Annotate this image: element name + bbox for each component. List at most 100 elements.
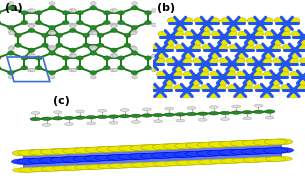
Ellipse shape xyxy=(113,146,136,152)
Circle shape xyxy=(7,70,14,75)
Ellipse shape xyxy=(11,159,36,164)
Ellipse shape xyxy=(102,164,124,169)
Circle shape xyxy=(120,109,129,112)
Circle shape xyxy=(131,70,138,75)
Circle shape xyxy=(157,71,166,77)
Circle shape xyxy=(198,118,207,121)
Circle shape xyxy=(69,48,76,52)
Circle shape xyxy=(281,61,290,66)
Circle shape xyxy=(29,24,34,28)
Circle shape xyxy=(41,33,48,38)
Ellipse shape xyxy=(23,150,46,156)
Ellipse shape xyxy=(169,143,192,149)
Circle shape xyxy=(254,85,263,91)
Circle shape xyxy=(299,44,305,50)
Ellipse shape xyxy=(180,143,203,149)
Circle shape xyxy=(91,47,96,50)
Circle shape xyxy=(265,116,274,119)
Ellipse shape xyxy=(191,151,215,156)
Circle shape xyxy=(237,47,246,53)
Ellipse shape xyxy=(18,150,41,156)
Circle shape xyxy=(109,121,118,124)
Ellipse shape xyxy=(131,163,152,167)
Ellipse shape xyxy=(74,147,97,153)
Circle shape xyxy=(264,110,275,113)
Circle shape xyxy=(71,68,77,72)
Ellipse shape xyxy=(57,148,80,154)
Circle shape xyxy=(243,117,252,120)
Circle shape xyxy=(209,93,218,99)
Circle shape xyxy=(103,56,110,60)
Ellipse shape xyxy=(46,149,69,155)
Circle shape xyxy=(191,85,200,91)
Ellipse shape xyxy=(259,139,282,145)
Circle shape xyxy=(76,110,84,113)
Circle shape xyxy=(174,85,183,91)
Ellipse shape xyxy=(91,147,113,153)
Circle shape xyxy=(142,114,152,117)
Circle shape xyxy=(165,80,174,85)
Circle shape xyxy=(197,112,208,115)
Circle shape xyxy=(30,54,35,57)
Circle shape xyxy=(28,48,35,52)
Circle shape xyxy=(28,28,35,33)
Circle shape xyxy=(193,34,202,40)
Ellipse shape xyxy=(158,161,180,166)
Circle shape xyxy=(151,9,157,12)
Circle shape xyxy=(290,47,299,53)
Circle shape xyxy=(237,53,246,59)
Circle shape xyxy=(49,70,56,75)
Circle shape xyxy=(232,105,241,108)
Circle shape xyxy=(262,93,271,99)
Circle shape xyxy=(131,25,138,30)
Circle shape xyxy=(91,2,96,5)
Circle shape xyxy=(221,18,230,24)
Circle shape xyxy=(31,112,40,114)
Circle shape xyxy=(289,93,298,99)
Circle shape xyxy=(153,113,163,117)
Circle shape xyxy=(118,20,124,25)
Ellipse shape xyxy=(96,146,119,152)
Circle shape xyxy=(246,58,255,64)
Circle shape xyxy=(21,66,28,70)
Circle shape xyxy=(298,80,305,85)
Ellipse shape xyxy=(174,152,199,157)
Ellipse shape xyxy=(90,155,114,161)
Circle shape xyxy=(56,43,63,47)
Circle shape xyxy=(227,85,236,91)
Ellipse shape xyxy=(197,142,220,148)
Circle shape xyxy=(244,85,253,91)
Circle shape xyxy=(236,58,245,64)
Ellipse shape xyxy=(210,159,230,164)
Circle shape xyxy=(254,66,264,72)
Circle shape xyxy=(131,6,138,10)
Circle shape xyxy=(192,74,201,80)
Circle shape xyxy=(202,26,211,32)
Ellipse shape xyxy=(80,165,102,170)
Circle shape xyxy=(167,34,175,40)
Circle shape xyxy=(28,54,33,57)
Ellipse shape xyxy=(46,166,68,171)
Ellipse shape xyxy=(153,162,174,166)
Text: (c): (c) xyxy=(53,96,70,106)
Circle shape xyxy=(165,74,174,80)
Circle shape xyxy=(174,61,183,66)
Polygon shape xyxy=(24,141,281,171)
Circle shape xyxy=(254,104,263,107)
Ellipse shape xyxy=(23,158,47,164)
Ellipse shape xyxy=(258,148,282,154)
Circle shape xyxy=(219,44,228,50)
Ellipse shape xyxy=(135,145,158,151)
Circle shape xyxy=(192,44,201,50)
Circle shape xyxy=(229,26,238,32)
Circle shape xyxy=(15,43,21,47)
Ellipse shape xyxy=(58,166,80,170)
Circle shape xyxy=(147,85,156,91)
Ellipse shape xyxy=(214,141,237,147)
Circle shape xyxy=(124,43,131,47)
Circle shape xyxy=(271,85,280,91)
Ellipse shape xyxy=(165,161,185,166)
Circle shape xyxy=(220,34,228,40)
Circle shape xyxy=(281,31,290,37)
Circle shape xyxy=(77,66,83,70)
